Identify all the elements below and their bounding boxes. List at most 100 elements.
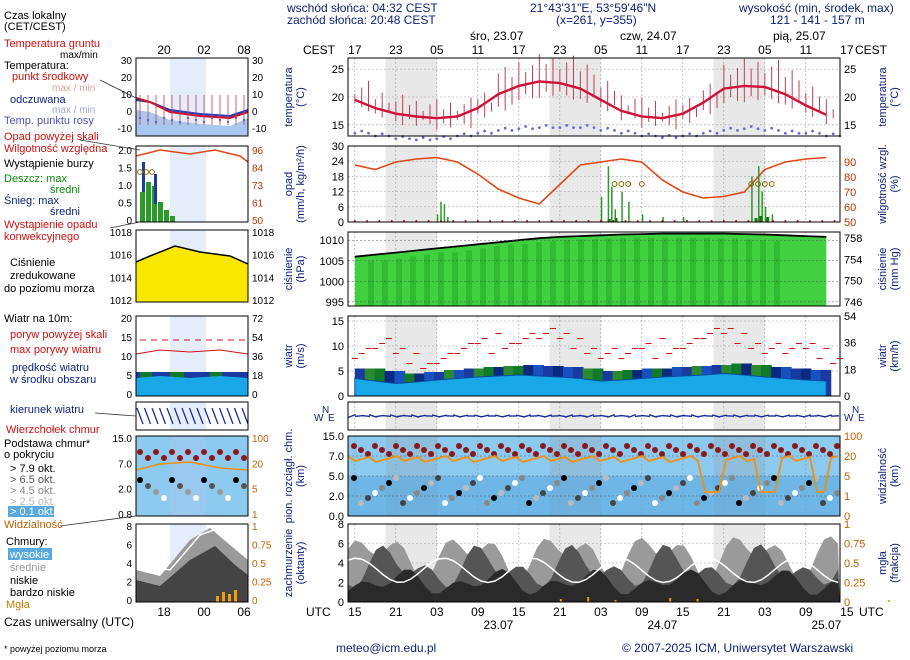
rain-bar-3	[447, 216, 449, 222]
wind-arrow-64	[795, 414, 805, 418]
mini-snow-1	[154, 174, 157, 204]
cloud-base-dot-54	[729, 475, 735, 481]
mini-cover-border	[135, 523, 249, 603]
wind-arrow-49	[690, 414, 700, 418]
legend-cl-vlow: bardzo niskie	[10, 587, 75, 599]
mini-rain-1	[146, 182, 151, 222]
wind-arrow-16	[459, 414, 469, 418]
mini-wind-arrow-13	[233, 407, 242, 425]
cloud-base-dot-2	[365, 495, 371, 501]
wind-kmh-tick-0: 54	[844, 311, 856, 323]
fog-bar-0	[559, 599, 562, 602]
dew-point-22-1	[811, 129, 815, 133]
wind-arrow-34	[585, 414, 595, 418]
coords-text: 21°43'31"E, 53°59'46"N	[530, 1, 656, 15]
legend-footnote: * powyżej poziomu morza	[4, 644, 107, 654]
rain-avg-bar-3	[607, 219, 611, 222]
cloud-top-dot-7	[400, 447, 406, 453]
cloud-base-dot-34	[589, 485, 595, 491]
legend-temp-range: max / min	[52, 83, 95, 94]
axis-label-temp-0: temperatura	[283, 66, 295, 126]
mini-fog-tick-3: 0.25	[252, 578, 272, 589]
wind-arrow-45	[662, 414, 672, 418]
dew-point-22-0	[804, 131, 808, 135]
cover-high-line	[347, 557, 839, 584]
mini-cover-tick-0: 8	[126, 522, 132, 533]
dew-point-17-2	[715, 131, 719, 135]
utc-date-0: 23.07	[483, 618, 513, 632]
wind-arrow-48	[683, 415, 693, 417]
pressure-shade-22	[676, 237, 682, 306]
fog-bar-3	[669, 598, 672, 602]
cloud-top-dot-58	[757, 447, 763, 453]
axis-label-tempR-0: temperatura	[877, 66, 889, 126]
cloud-base-dot-19	[484, 500, 490, 506]
pressure-line	[354, 232, 827, 258]
legend-cest-2: 08	[237, 43, 251, 57]
wind-arrow-41	[634, 414, 644, 418]
cloud-base-dot-69	[834, 490, 840, 496]
mini-temp-felt-area	[136, 110, 248, 136]
mini-wind-arrow-6	[181, 407, 189, 425]
dew-point-20-1	[770, 126, 774, 130]
wind-kmh-tick-2: 18	[844, 364, 856, 376]
legend-leader-4	[59, 515, 137, 527]
press-mm-tick-3: 746	[844, 297, 862, 309]
mini-wind-tickL-4: 0	[126, 390, 132, 401]
rain-bar-13	[751, 176, 753, 222]
mini-humid-tick-1: 84	[252, 164, 264, 175]
mini-press-tickR-2: 1014	[252, 273, 275, 284]
compass-w-left: W	[314, 413, 324, 424]
legend-cloud-base2: o pokryciu	[4, 449, 54, 461]
cloud-top-dot-5	[386, 451, 392, 457]
panel-border-cloud	[347, 435, 841, 517]
mini-cover-tick-4: 0	[126, 596, 132, 607]
cloud-tick-0: 15.0	[323, 431, 344, 443]
dew-point-8-2	[531, 127, 534, 131]
mini-vis-line	[135, 461, 249, 471]
cloud-base-dot-61	[778, 500, 784, 506]
altitude-values: 121 - 141 - 157 m	[770, 13, 865, 27]
pressure-shade-8	[480, 248, 486, 306]
rain-bar-15	[761, 191, 763, 222]
cloud-base-dot-40	[631, 485, 637, 491]
cest-hour-10: 05	[758, 43, 772, 57]
dew-point-2-2	[408, 137, 411, 141]
dew-point-9-2	[551, 126, 555, 130]
cloud-base-dot-37	[610, 500, 616, 506]
legend-wind-avg2: w środku obszaru	[9, 374, 96, 386]
mini-temp-tickR-2: 10	[252, 90, 264, 101]
mini-vis-tick-2: 5	[252, 485, 258, 496]
cest-hour-6: 05	[594, 43, 608, 57]
cloud-tick-2: 5.0	[329, 471, 344, 483]
cloud-top-dot-13	[442, 447, 448, 453]
cloud-base-dot-18	[477, 475, 483, 481]
legend-utc-0: 18	[157, 605, 171, 619]
mini-cover-low	[136, 546, 248, 602]
rain-bar-7	[614, 209, 616, 222]
mini-cover-tick-2: 4	[126, 559, 132, 570]
mini-temp-tickR-4: -10	[252, 124, 267, 135]
cloud-base-dot-3	[372, 490, 378, 496]
cloud-base-dot-41	[638, 480, 644, 486]
compass-e-left: E	[328, 413, 335, 424]
precip-tick-0: 30	[332, 141, 344, 153]
wind-arrow-39	[620, 414, 630, 418]
mini-cloud-top-2	[153, 449, 159, 455]
mini-cloud-tick-0: 15.0	[113, 434, 133, 445]
fog-bar-4	[696, 599, 699, 602]
wind-arrow-9	[410, 414, 420, 418]
dew-point-10-1	[565, 124, 569, 127]
humid-tick-2: 70	[844, 187, 856, 199]
wind-arrow-8	[403, 415, 413, 417]
dew-point-14-1	[647, 132, 651, 136]
dew-point-21-2	[797, 131, 801, 135]
wind-arrow-44	[655, 414, 665, 418]
axis-label-precipR-1: (%)	[889, 175, 901, 192]
legend-utc-1: 00	[197, 605, 211, 619]
press-mm-tick-1: 754	[844, 254, 862, 266]
cloud-base-dot-68	[827, 495, 833, 501]
footer-email: meteo@icm.edu.pl	[336, 641, 436, 655]
